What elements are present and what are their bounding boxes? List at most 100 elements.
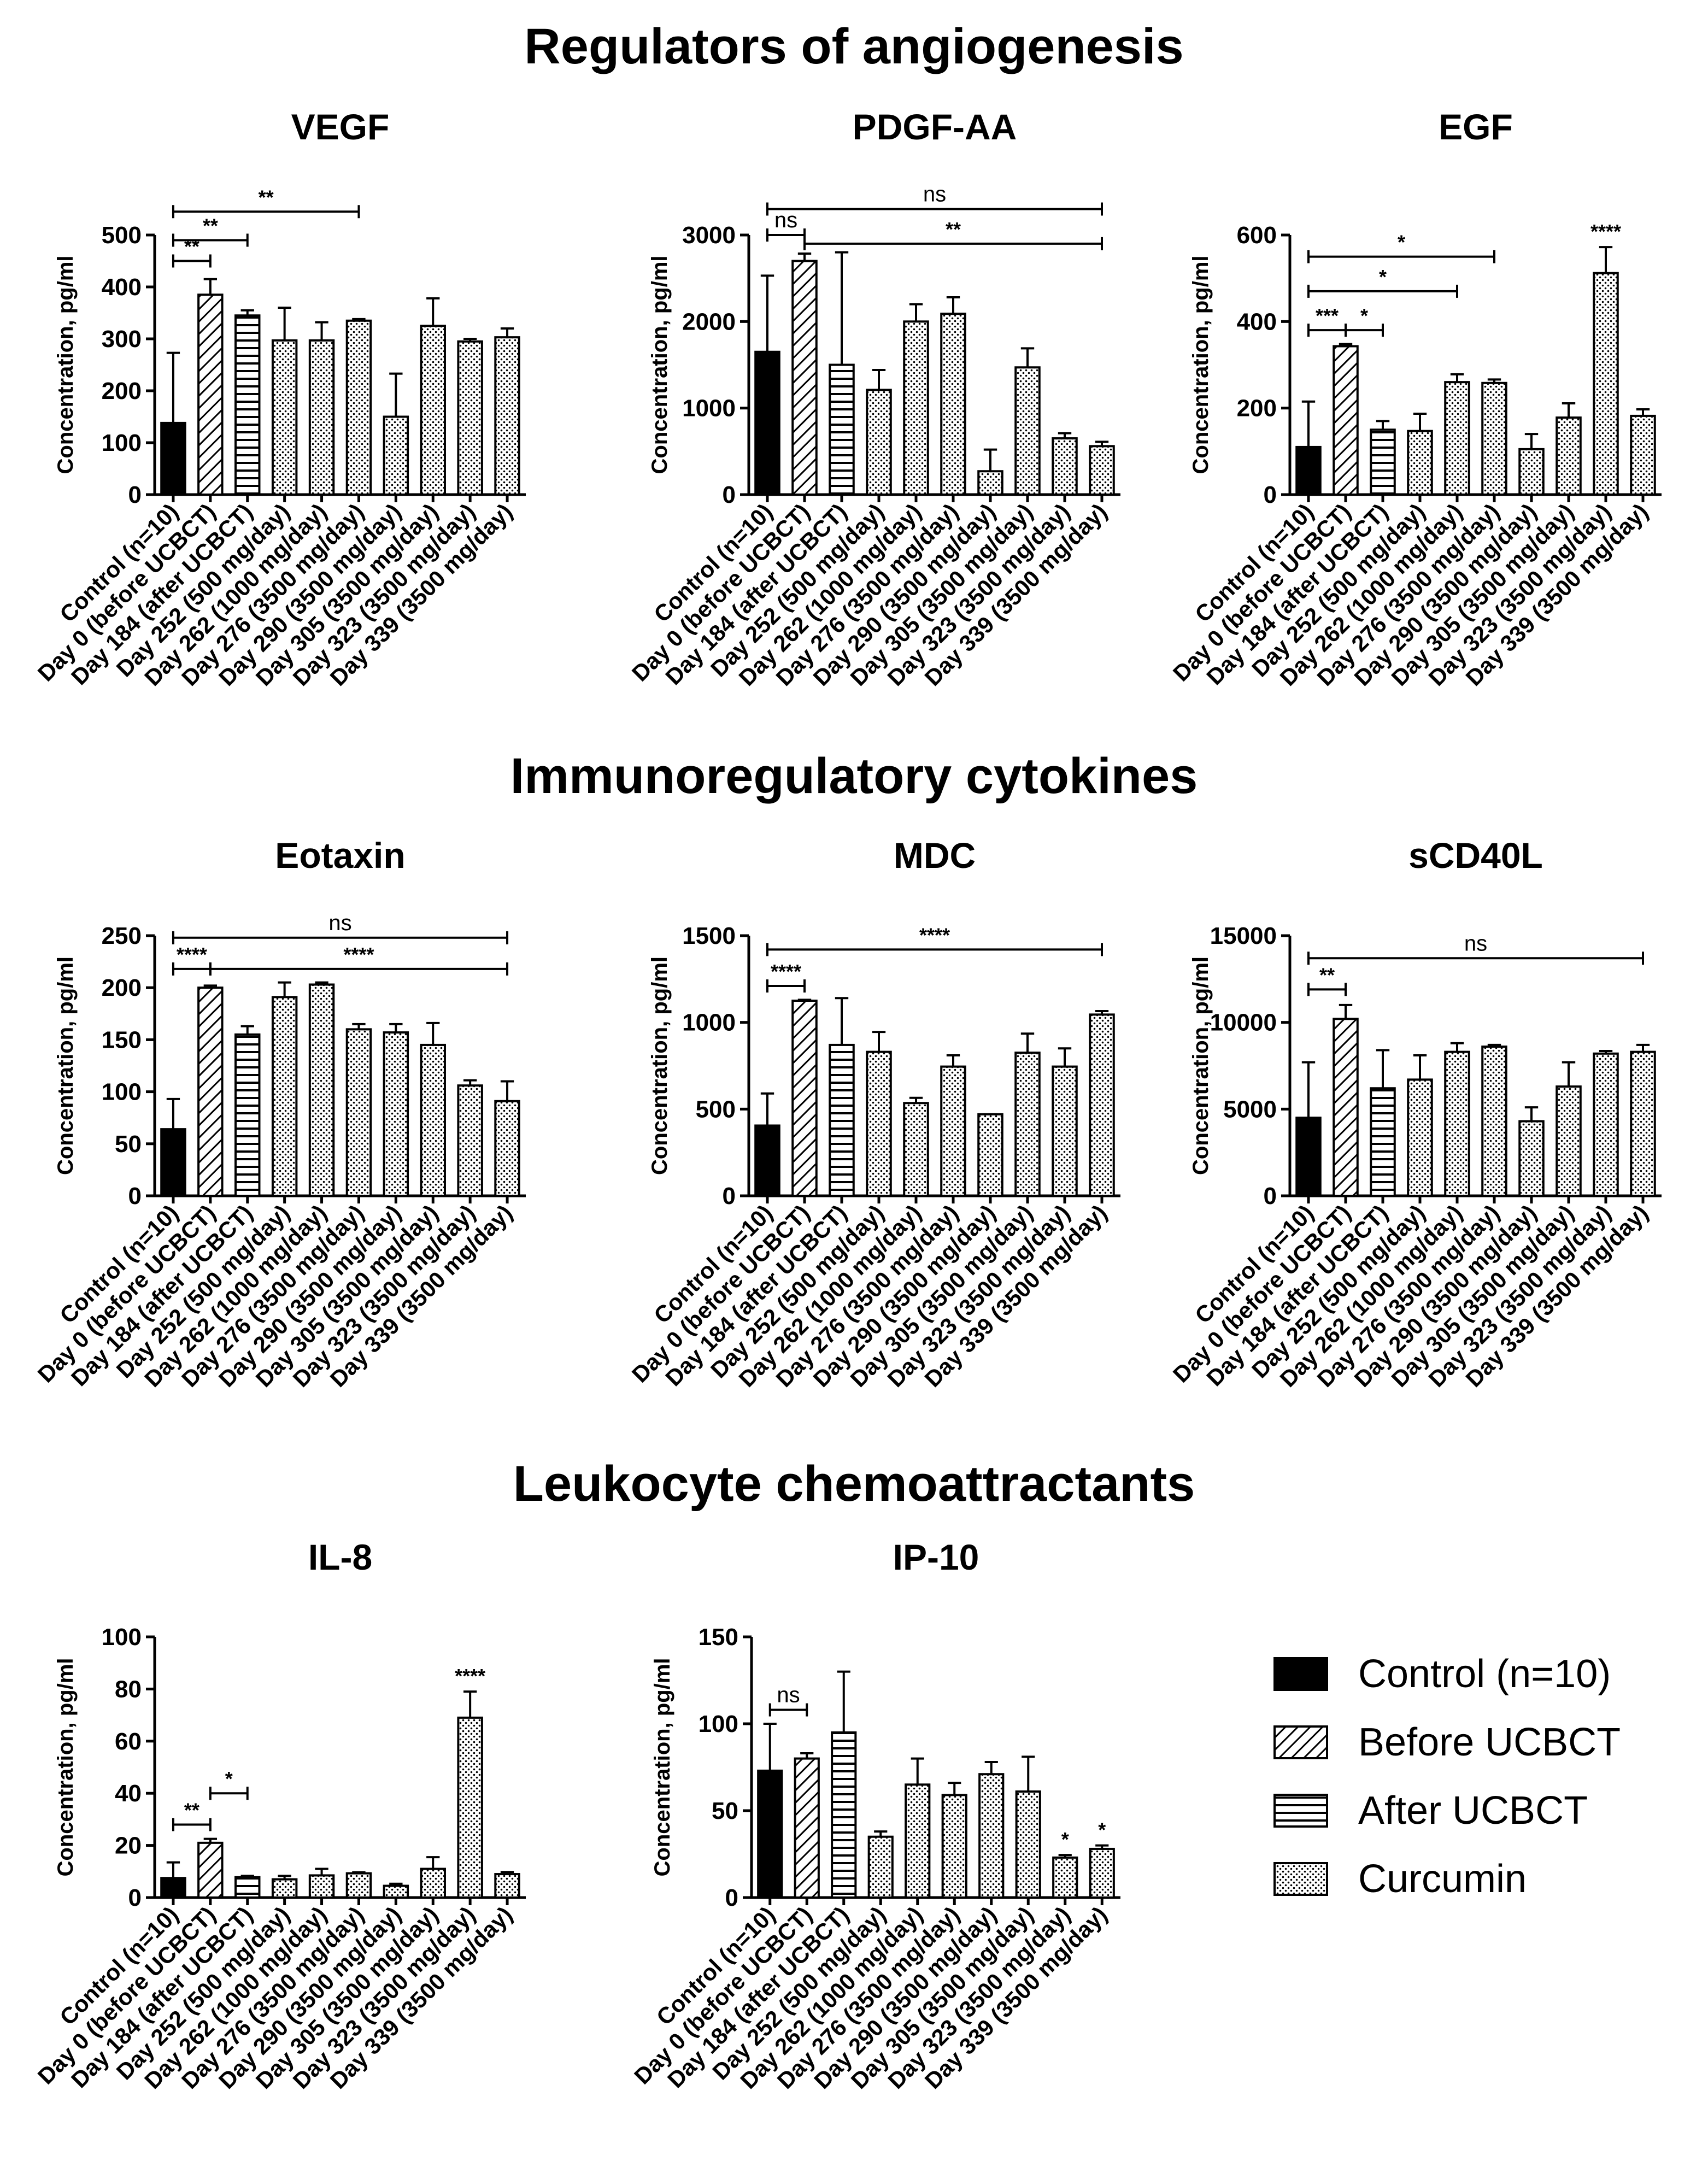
y-tick-label: 100 — [699, 1711, 738, 1737]
y-tick-label: 150 — [699, 1624, 738, 1651]
y-tick-label: 0 — [723, 1183, 736, 1209]
legend: Control (n=10) Before UCBCT After UCBCT … — [1273, 1645, 1689, 1918]
chart-title: Eotaxin — [275, 835, 405, 876]
bar — [1593, 272, 1619, 496]
legend-item-control: Control (n=10) — [1273, 1645, 1689, 1713]
bar — [494, 1100, 520, 1197]
legend-swatch-horiz — [1273, 1794, 1328, 1828]
bar-significance-label: * — [1098, 1819, 1106, 1841]
bar — [308, 339, 335, 496]
bar — [1370, 428, 1396, 496]
bar — [977, 470, 1003, 496]
y-tick-label: 100 — [102, 430, 142, 456]
significance-label: ns — [328, 911, 351, 935]
bar — [1089, 1013, 1115, 1197]
y-axis-label: Concentration, pg/ml — [648, 956, 672, 1175]
bar — [160, 421, 186, 496]
bar — [1089, 445, 1115, 496]
bar — [1333, 1018, 1359, 1197]
bar — [940, 1065, 966, 1197]
bar — [457, 340, 483, 496]
bar — [791, 260, 818, 496]
y-tick-label: 40 — [115, 1780, 142, 1807]
bar — [234, 1033, 261, 1197]
y-axis-label: Concentration, pg/ml — [648, 256, 672, 474]
legend-item-after-ucbct: After UCBCT — [1273, 1782, 1689, 1850]
bar — [271, 339, 298, 496]
bar — [308, 983, 335, 1197]
legend-item-before-ucbct: Before UCBCT — [1273, 1713, 1689, 1782]
legend-label-after-ucbct: After UCBCT — [1358, 1789, 1588, 1833]
bar — [831, 1731, 857, 1899]
y-tick-label: 50 — [115, 1131, 142, 1158]
bar — [1052, 437, 1078, 496]
bar — [197, 986, 224, 1197]
y-tick-label: 0 — [128, 1183, 142, 1209]
y-tick-label: 0 — [723, 481, 736, 508]
bar — [977, 1113, 1003, 1197]
chart-title: MDC — [894, 835, 976, 876]
significance-label: ** — [203, 215, 218, 237]
bar — [1089, 1847, 1115, 1899]
bar — [1014, 366, 1041, 496]
bar — [1052, 1856, 1078, 1899]
y-tick-label: 0 — [128, 1884, 142, 1911]
chart-title: EGF — [1439, 107, 1513, 147]
y-tick-label: 150 — [102, 1026, 142, 1053]
section-title-chemoattractants: Leukocyte chemoattractants — [513, 1456, 1195, 1512]
bar — [1052, 1065, 1078, 1197]
significance-label: ns — [774, 208, 797, 232]
bar — [1015, 1790, 1041, 1899]
chart-title: IL-8 — [308, 1537, 372, 1577]
bar — [941, 1794, 967, 1899]
y-tick-label: 100 — [102, 1079, 142, 1106]
bar — [420, 325, 446, 496]
bar — [345, 1872, 372, 1899]
chart-scd40l: sCD40L Concentration, pg/ml 0 5000 10000 1500… — [1168, 835, 1662, 1392]
bar — [1295, 1117, 1322, 1197]
significance-label: ns — [777, 1683, 800, 1707]
significance-label: ** — [259, 186, 274, 208]
chart-title: VEGF — [291, 107, 390, 147]
bar — [829, 363, 855, 496]
bar — [494, 1873, 520, 1899]
y-axis-label: Concentration, pg/ml — [1189, 256, 1213, 474]
y-tick-label: 1000 — [682, 1009, 736, 1036]
y-tick-label: 0 — [725, 1884, 738, 1911]
significance-label: * — [1398, 231, 1405, 254]
y-tick-label: 15000 — [1210, 923, 1277, 949]
significance-label: *** — [1316, 304, 1339, 327]
bar — [1370, 1087, 1396, 1197]
y-tick-label: 0 — [128, 481, 142, 508]
y-tick-label: 2000 — [682, 308, 736, 335]
significance-label: ** — [1319, 964, 1335, 986]
bar — [1518, 448, 1545, 496]
y-tick-label: 400 — [102, 274, 142, 301]
bar — [1407, 1078, 1433, 1197]
y-axis-label: Concentration, pg/ml — [54, 956, 78, 1175]
y-tick-label: 200 — [1237, 395, 1277, 422]
bar — [271, 996, 298, 1197]
y-tick-label: 1000 — [682, 395, 736, 422]
y-tick-label: 5000 — [1223, 1096, 1277, 1123]
y-tick-label: 250 — [102, 923, 142, 949]
bar — [160, 1128, 186, 1197]
y-tick-label: 0 — [1264, 1183, 1277, 1209]
y-tick-label: 50 — [712, 1798, 738, 1824]
bar — [1556, 416, 1582, 496]
chart-title: PDGF-AA — [853, 107, 1017, 147]
bar — [905, 1783, 931, 1899]
bar — [308, 1874, 335, 1899]
y-tick-label: 100 — [102, 1624, 142, 1651]
significance-label: * — [1360, 304, 1368, 327]
chart-eotaxin: Eotaxin Concentration, pg/ml 0 50 100 150 200 2… — [33, 835, 526, 1392]
bar — [420, 1043, 446, 1197]
bar — [383, 1031, 409, 1197]
bar — [903, 1102, 929, 1197]
y-tick-label: 600 — [1237, 222, 1277, 249]
bar — [160, 1877, 186, 1899]
bar — [494, 336, 520, 496]
